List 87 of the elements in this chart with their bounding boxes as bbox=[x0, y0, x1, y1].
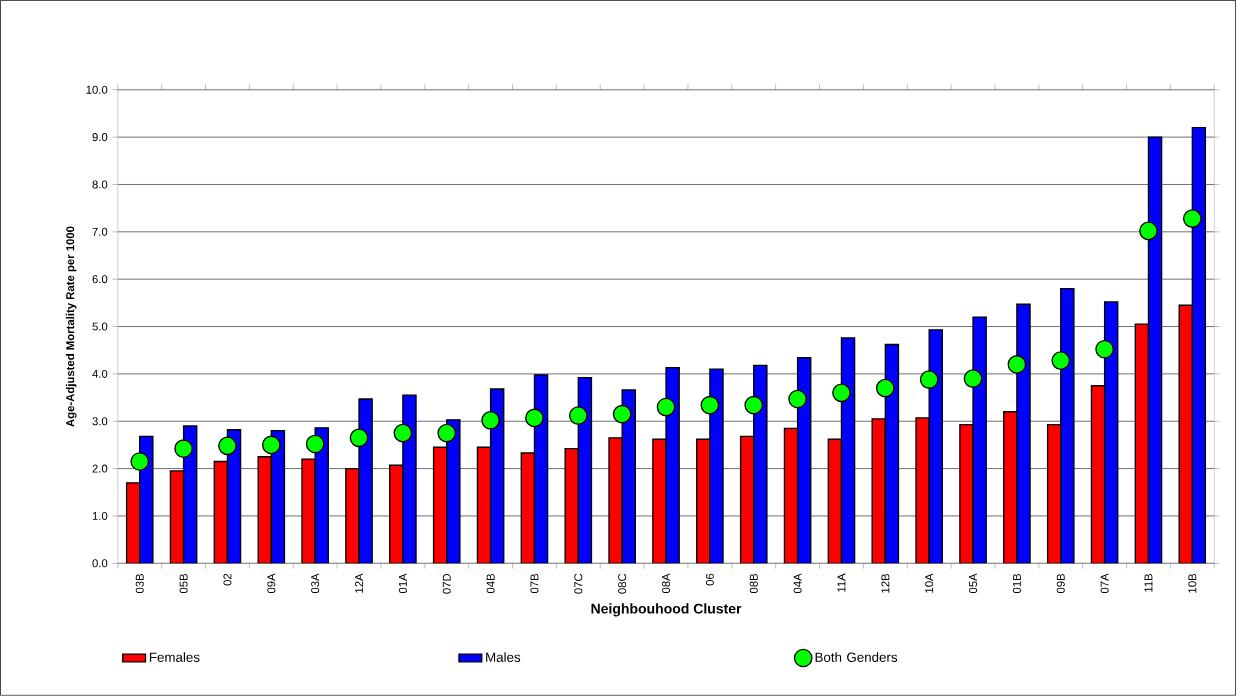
point bbox=[1095, 340, 1114, 359]
point bbox=[963, 369, 983, 389]
x-tick-label: 06 bbox=[705, 573, 714, 586]
bar bbox=[739, 435, 755, 564]
bar bbox=[696, 438, 711, 564]
bar bbox=[1178, 304, 1193, 564]
bar bbox=[257, 456, 272, 564]
x-tick-label: 04A bbox=[793, 573, 802, 594]
x-tick-label: 01B bbox=[1012, 574, 1021, 594]
point bbox=[875, 378, 895, 398]
point bbox=[700, 395, 720, 415]
point bbox=[744, 395, 764, 415]
y-tick-label: 5.0 bbox=[92, 322, 108, 331]
bar bbox=[432, 446, 448, 564]
point bbox=[832, 383, 851, 403]
bar bbox=[1134, 323, 1150, 564]
y-tick-label: 7.0 bbox=[92, 227, 108, 236]
x-tick-label: 11B bbox=[1144, 574, 1153, 592]
y-tick-label: 3.0 bbox=[92, 417, 108, 426]
x-tick-label: 05A bbox=[969, 573, 978, 594]
point bbox=[788, 389, 807, 409]
bar bbox=[213, 460, 229, 564]
x-tick-label: 04B bbox=[486, 574, 495, 594]
x-tick-label: 07D bbox=[442, 574, 451, 594]
point bbox=[1182, 209, 1202, 229]
point bbox=[437, 423, 457, 443]
x-tick-label: 12A bbox=[355, 573, 363, 593]
point bbox=[919, 370, 939, 390]
y-tick-label: 8.0 bbox=[92, 180, 108, 189]
x-tick-label: 09B bbox=[1056, 574, 1065, 594]
point bbox=[568, 406, 588, 426]
bar bbox=[1090, 385, 1106, 564]
bar bbox=[1003, 411, 1018, 564]
point bbox=[130, 452, 150, 471]
y-tick-label: 1.0 bbox=[92, 512, 108, 521]
x-tick-label: 12B bbox=[881, 574, 890, 593]
x-tick-label: 08B bbox=[749, 574, 758, 594]
y-axis-title: Age-Adjusted Mortality Rate per 1000 bbox=[65, 226, 77, 427]
legend-label: Females bbox=[149, 652, 200, 663]
x-tick-label: 05B bbox=[179, 574, 188, 594]
bar bbox=[521, 453, 535, 564]
bar bbox=[169, 470, 185, 564]
y-tick-label: 0.0 bbox=[92, 559, 108, 568]
point bbox=[305, 434, 325, 454]
x-tick-label: 02 bbox=[223, 574, 232, 586]
x-tick-label: 08A bbox=[662, 573, 671, 594]
point bbox=[525, 408, 544, 428]
x-tick-label: 08C bbox=[618, 573, 627, 594]
point bbox=[656, 397, 676, 417]
x-tick-label: 03A bbox=[311, 573, 320, 594]
point bbox=[1007, 355, 1027, 374]
point bbox=[612, 404, 632, 424]
point bbox=[1139, 221, 1158, 241]
x-tick-label: 11A bbox=[837, 573, 846, 592]
point bbox=[349, 428, 369, 448]
legend-label: Both Genders bbox=[815, 652, 898, 663]
x-tick-label: 07A bbox=[1100, 573, 1109, 594]
point bbox=[218, 436, 237, 456]
point bbox=[261, 435, 281, 455]
point bbox=[481, 411, 500, 430]
bar bbox=[476, 446, 492, 564]
bar bbox=[915, 417, 930, 564]
bar bbox=[1046, 424, 1062, 564]
y-tick-label: 2.0 bbox=[92, 464, 108, 473]
bar bbox=[389, 464, 404, 564]
bar bbox=[871, 418, 886, 564]
y-tick-label: 10.0 bbox=[86, 85, 108, 94]
x-tick-label: 07C bbox=[574, 573, 583, 594]
x-tick-label: 10B bbox=[1188, 574, 1197, 593]
x-tick-label: 09A bbox=[267, 573, 276, 594]
bar bbox=[125, 482, 141, 564]
y-tick-label: 9.0 bbox=[92, 133, 108, 142]
x-tick-label: 03B bbox=[135, 574, 144, 594]
y-tick-label: 6.0 bbox=[92, 275, 108, 284]
point bbox=[1051, 351, 1071, 371]
bar bbox=[608, 437, 623, 564]
y-tick-label: 4.0 bbox=[92, 370, 108, 379]
x-tick-label: 07B bbox=[530, 574, 539, 594]
bar bbox=[564, 448, 579, 564]
bar bbox=[783, 427, 799, 564]
legend-label: Males bbox=[486, 652, 521, 663]
x-tick-label: 01A bbox=[398, 573, 407, 594]
point bbox=[174, 439, 193, 459]
point bbox=[393, 423, 413, 443]
x-axis-title: Neighbouhood Cluster bbox=[591, 603, 742, 617]
bar bbox=[827, 438, 843, 564]
x-tick-label: 10A bbox=[925, 573, 934, 593]
